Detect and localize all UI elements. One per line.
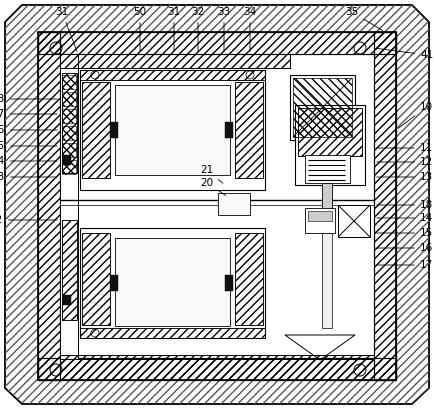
- Bar: [62, 92, 76, 106]
- Bar: [60, 355, 374, 380]
- Bar: [115, 238, 230, 326]
- Bar: [235, 233, 263, 325]
- Polygon shape: [5, 5, 429, 404]
- Bar: [62, 220, 77, 320]
- Bar: [110, 275, 118, 291]
- Bar: [235, 82, 263, 178]
- Bar: [60, 355, 374, 380]
- Text: 25: 25: [0, 141, 57, 151]
- Text: 12: 12: [377, 157, 433, 167]
- Text: 28: 28: [0, 94, 57, 104]
- Bar: [63, 295, 71, 305]
- Bar: [374, 32, 396, 380]
- Text: 13: 13: [377, 172, 433, 182]
- Bar: [62, 73, 77, 173]
- Bar: [60, 54, 290, 68]
- Text: 20: 20: [201, 178, 226, 196]
- Text: 32: 32: [191, 7, 204, 51]
- Bar: [225, 122, 233, 138]
- Bar: [38, 32, 60, 380]
- Text: 35: 35: [345, 7, 383, 31]
- Bar: [82, 233, 110, 325]
- Bar: [225, 275, 233, 291]
- Text: 27: 27: [0, 109, 57, 119]
- Bar: [63, 155, 71, 165]
- Bar: [82, 233, 110, 325]
- Text: 21: 21: [201, 165, 223, 183]
- Bar: [374, 32, 396, 380]
- Bar: [62, 109, 76, 123]
- Text: 11: 11: [377, 143, 433, 153]
- Bar: [62, 75, 76, 89]
- Text: 10: 10: [398, 102, 433, 128]
- Bar: [322, 183, 332, 228]
- Text: 18: 18: [377, 200, 433, 210]
- Bar: [218, 193, 250, 215]
- Bar: [308, 211, 332, 221]
- Text: 24: 24: [0, 156, 57, 166]
- Bar: [290, 75, 355, 140]
- Text: 34: 34: [243, 7, 256, 51]
- Bar: [38, 32, 60, 380]
- Bar: [80, 70, 265, 80]
- Text: 26: 26: [0, 125, 57, 135]
- Text: 17: 17: [377, 260, 433, 270]
- Bar: [38, 358, 396, 380]
- Bar: [80, 228, 265, 338]
- Bar: [293, 78, 352, 137]
- Bar: [82, 82, 110, 178]
- Bar: [38, 32, 396, 380]
- Text: 41: 41: [377, 48, 433, 60]
- Bar: [62, 160, 76, 174]
- Bar: [62, 220, 77, 320]
- Text: 33: 33: [217, 7, 230, 51]
- Bar: [38, 32, 396, 54]
- Bar: [80, 328, 265, 338]
- Bar: [295, 105, 365, 185]
- Text: 31: 31: [168, 7, 181, 51]
- Text: 15: 15: [377, 228, 433, 238]
- Bar: [62, 126, 76, 140]
- Bar: [38, 32, 396, 54]
- Text: 50: 50: [133, 7, 147, 51]
- Bar: [60, 54, 374, 359]
- Bar: [322, 228, 332, 328]
- Bar: [235, 82, 263, 178]
- Bar: [115, 85, 230, 175]
- Bar: [298, 108, 362, 156]
- Bar: [60, 54, 78, 359]
- Text: 14: 14: [377, 213, 433, 223]
- Bar: [82, 82, 110, 178]
- Bar: [338, 205, 370, 237]
- Bar: [80, 328, 265, 338]
- Bar: [60, 54, 290, 68]
- Bar: [80, 70, 265, 190]
- Bar: [235, 233, 263, 325]
- Bar: [62, 143, 76, 157]
- Bar: [305, 155, 350, 183]
- Text: 23: 23: [0, 172, 57, 182]
- Text: 16: 16: [377, 243, 433, 253]
- Bar: [62, 73, 77, 173]
- Bar: [38, 358, 396, 380]
- Bar: [80, 70, 265, 80]
- Text: 22: 22: [0, 215, 57, 225]
- Bar: [298, 108, 362, 156]
- Bar: [110, 122, 118, 138]
- Bar: [305, 208, 335, 233]
- Text: 31: 31: [56, 7, 77, 52]
